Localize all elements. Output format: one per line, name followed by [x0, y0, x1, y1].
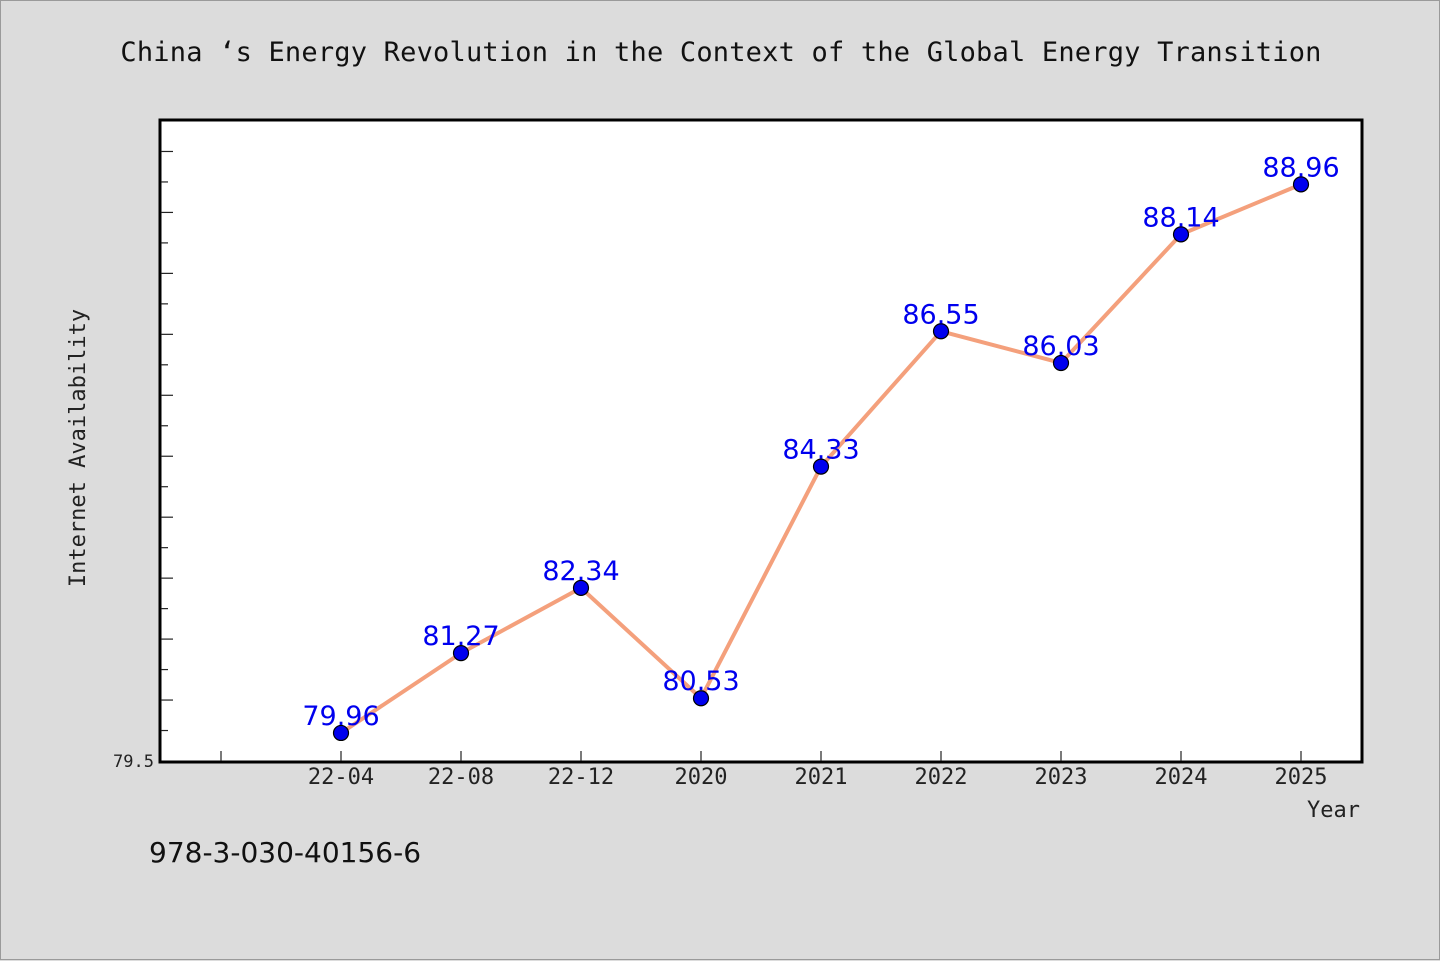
data-label: 88.14 [1142, 202, 1219, 233]
data-point[interactable] [572, 579, 590, 596]
plot-area [158, 118, 1364, 764]
data-point[interactable] [812, 458, 830, 475]
x-tick-label: 2025 [1275, 765, 1328, 790]
y-tick-label: 79.5 [113, 752, 154, 772]
data-label: 81.27 [422, 621, 499, 652]
data-point[interactable] [932, 323, 950, 340]
chart-title: China ‘s Energy Revolution in the Contex… [120, 37, 1322, 68]
x-tick-label: 22-04 [308, 765, 374, 790]
data-point[interactable] [1052, 354, 1070, 372]
data-point[interactable] [692, 690, 710, 707]
x-axis-label: Year [1307, 798, 1360, 823]
data-label: 88.96 [1262, 152, 1339, 183]
data-label: 82.34 [542, 556, 619, 587]
data-labels-group: 79.96 81.27 82.34 80.53 84.33 86.55 86.03 88.14… [302, 152, 1339, 732]
x-tick-label: 2021 [795, 765, 848, 790]
data-label: 80.53 [662, 666, 739, 697]
y-axis-label: Internet Availability [66, 309, 91, 587]
series-points-group [332, 176, 1310, 742]
data-label: 84.33 [782, 435, 859, 466]
data-point[interactable] [452, 645, 470, 662]
data-label: 86.55 [902, 299, 979, 330]
x-tick-label: 22-08 [428, 765, 494, 790]
footer-code: 978-3-030-40156-6 [149, 836, 422, 869]
data-point[interactable] [332, 724, 350, 742]
x-tick-label: 2024 [1155, 765, 1208, 790]
x-tick-label: 22-12 [548, 765, 614, 790]
x-tick-label: 2022 [915, 765, 968, 790]
x-tick-labels: 22-04 22-08 22-12 2020 2021 2022 2023 2024 2025 [308, 765, 1328, 790]
x-tick-label: 2023 [1035, 765, 1088, 790]
data-point[interactable] [1292, 176, 1310, 193]
x-axis-ticks [220, 751, 1302, 761]
data-point[interactable] [1172, 226, 1190, 243]
x-tick-label: 2020 [675, 765, 728, 790]
data-label: 86.03 [1022, 331, 1099, 362]
y-axis-ticks [161, 150, 173, 732]
data-label: 79.96 [302, 701, 379, 732]
